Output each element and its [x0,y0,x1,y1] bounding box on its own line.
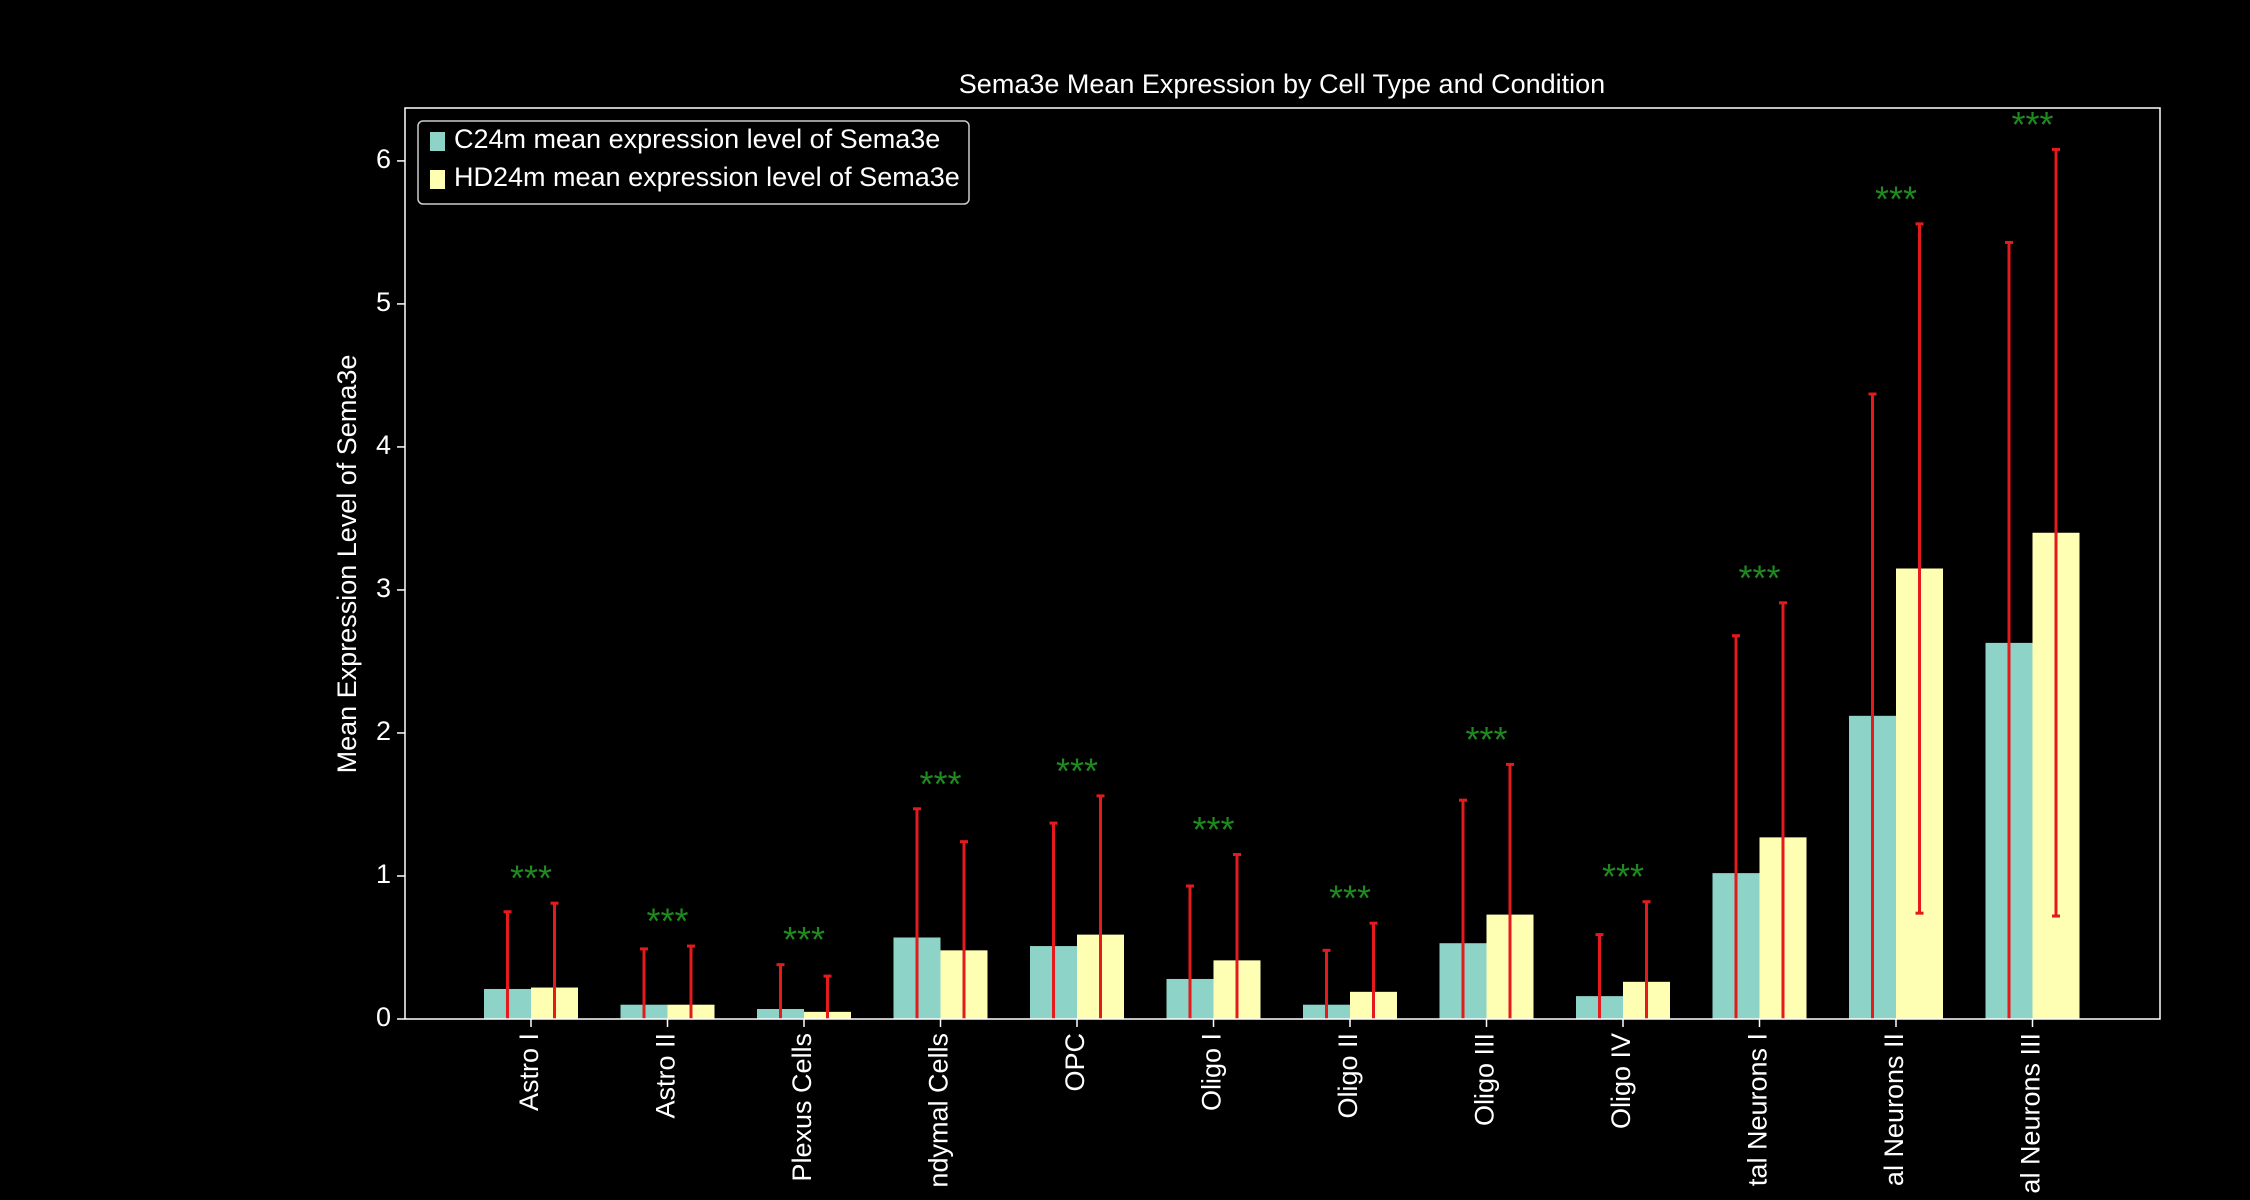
y-tick-label: 2 [376,716,391,746]
y-tick-label: 6 [376,144,391,174]
y-axis-label: Mean Expression Level of Sema3e [332,355,362,774]
significance-label: *** [1738,557,1780,598]
y-tick-label: 4 [376,430,391,460]
significance-label: *** [919,763,961,804]
x-tick-label: ndymal Cells [924,1033,954,1188]
x-tick-label: Plexus Cells [787,1033,817,1182]
significance-label: *** [646,901,688,942]
legend-label: HD24m mean expression level of Sema3e [454,162,960,192]
legend-swatch [430,132,445,151]
x-tick-label: OPC [1060,1033,1090,1092]
y-tick-label: 1 [376,859,391,889]
legend-box [417,120,970,205]
significance-label: *** [2011,104,2053,145]
significance-label: *** [1465,719,1507,760]
plot-frame [404,107,2161,1020]
x-tick-label: Oligo IV [1606,1033,1636,1129]
significance-label: *** [1329,878,1371,919]
y-tick-label: 5 [376,287,391,317]
chart-title: Sema3e Mean Expression by Cell Type and … [959,69,1605,99]
x-tick-label: Oligo I [1197,1033,1227,1111]
significance-label: *** [1602,856,1644,897]
x-tick-label: Astro II [651,1033,681,1119]
x-tick-label: Astro I [514,1033,544,1111]
legend-label: C24m mean expression level of Sema3e [454,124,940,154]
y-tick-label: 0 [376,1002,391,1032]
x-tick-label: Oligo II [1333,1033,1363,1119]
x-tick-label: Oligo III [1470,1033,1500,1126]
x-tick-label: al Neurons III [2016,1033,2046,1194]
significance-label: *** [1192,809,1234,850]
significance-label: *** [510,858,552,899]
significance-label: *** [783,919,825,960]
significance-label: *** [1056,750,1098,791]
x-tick-label: tal Neurons I [1743,1033,1773,1186]
legend-swatch [430,170,445,189]
y-tick-label: 3 [376,573,391,603]
significance-label: *** [1875,178,1917,219]
x-tick-label: al Neurons II [1879,1033,1909,1186]
